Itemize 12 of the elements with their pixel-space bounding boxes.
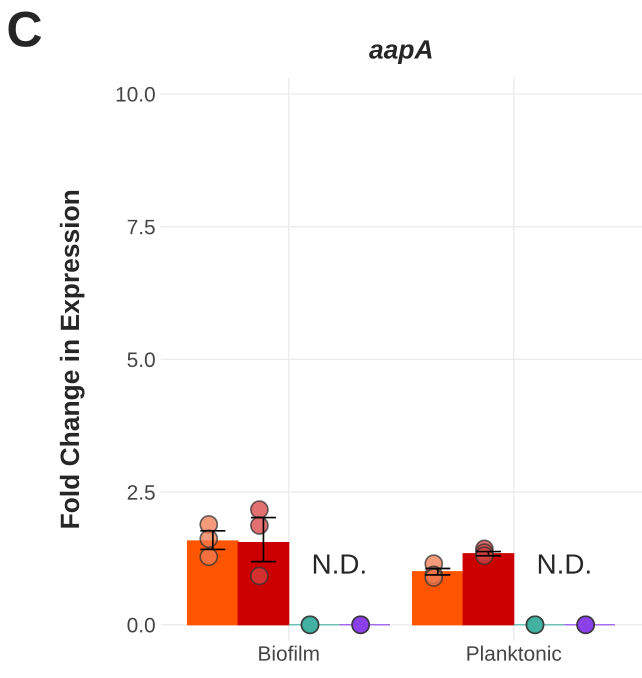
annotation: N.D. (538, 554, 590, 574)
chart-title: aapA (369, 40, 432, 64)
y-axis-title: Fold Change in Expression (60, 190, 85, 528)
x-tick-label: Planktonic (467, 646, 562, 661)
text: C (8, 11, 42, 47)
annotation: N.D. (314, 554, 365, 574)
y-tick-label: 10.0 (116, 86, 155, 102)
y-tick-label: 5.0 (128, 352, 155, 368)
y-tick-label: 0.0 (127, 618, 155, 633)
y-tick-label: 2.5 (128, 485, 155, 500)
y-tick-label: 7.5 (128, 220, 155, 234)
x-tick-label: Biofilm (259, 646, 319, 661)
